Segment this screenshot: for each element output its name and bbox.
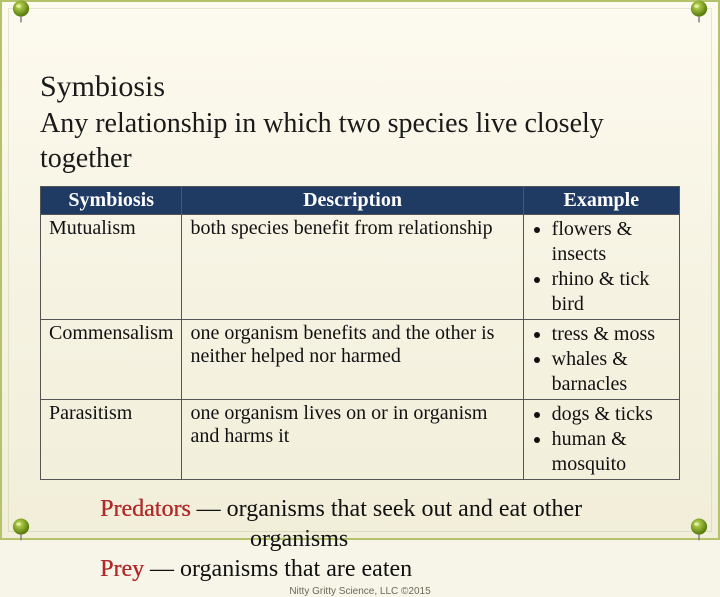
cell-examples: dogs & ticks human & mosquito <box>523 400 679 480</box>
slide: Symbiosis Any relationship in which two … <box>0 0 720 540</box>
page-title: Symbiosis <box>40 70 680 104</box>
example-item: dogs & ticks <box>552 402 671 427</box>
prey-def: — organisms that are eaten <box>144 556 412 582</box>
col-header-symbiosis: Symbiosis <box>41 187 182 215</box>
pushpin-icon <box>8 0 34 24</box>
cell-examples: tress & moss whales & barnacles <box>523 320 679 400</box>
page-subtitle: Any relationship in which two species li… <box>40 106 680 176</box>
example-item: human & mosquito <box>552 427 671 477</box>
cell-desc: both species benefit from relationship <box>182 215 523 320</box>
predator-def-part2: organisms <box>40 524 680 554</box>
pushpin-icon <box>686 0 712 24</box>
example-item: tress & moss <box>552 322 671 347</box>
cell-term: Mutualism <box>41 215 182 320</box>
pushpin-icon <box>686 516 712 542</box>
example-item: flowers & insects <box>552 217 671 267</box>
cell-desc: one organism lives on or in organism and… <box>182 400 523 480</box>
footer-definitions: Predators — organisms that seek out and … <box>40 494 680 584</box>
pushpin-icon <box>8 516 34 542</box>
predator-def-part1: — organisms that seek out and eat other <box>191 496 582 522</box>
example-item: rhino & tick bird <box>552 267 671 317</box>
credit-text: Nitty Gritty Science, LLC ©2015 <box>40 586 680 597</box>
table-row: Parasitism one organism lives on or in o… <box>41 400 680 480</box>
cell-term: Commensalism <box>41 320 182 400</box>
keyword-prey: Prey <box>100 556 144 582</box>
table-row: Commensalism one organism benefits and t… <box>41 320 680 400</box>
col-header-example: Example <box>523 187 679 215</box>
col-header-description: Description <box>182 187 523 215</box>
cell-examples: flowers & insects rhino & tick bird <box>523 215 679 320</box>
keyword-predators: Predators <box>100 496 191 522</box>
symbiosis-table: Symbiosis Description Example Mutualism … <box>40 186 680 480</box>
example-item: whales & barnacles <box>552 347 671 397</box>
cell-term: Parasitism <box>41 400 182 480</box>
cell-desc: one organism benefits and the other is n… <box>182 320 523 400</box>
table-row: Mutualism both species benefit from rela… <box>41 215 680 320</box>
